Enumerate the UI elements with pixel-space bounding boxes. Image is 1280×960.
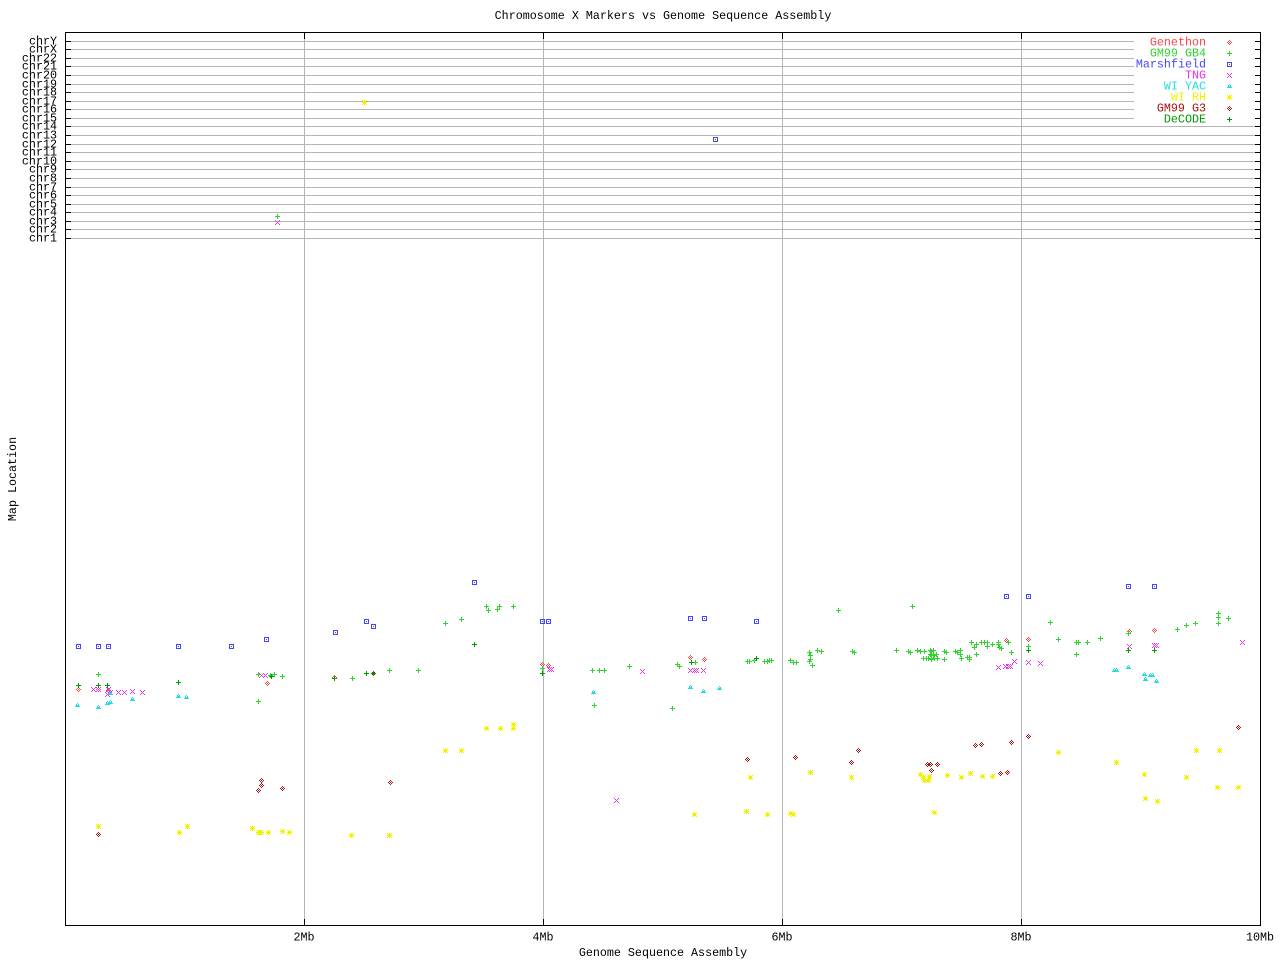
svg-text:chr16: chr16 bbox=[22, 103, 57, 117]
svg-text:Chromosome X Markers vs Genome: Chromosome X Markers vs Genome Sequence … bbox=[495, 9, 832, 23]
svg-text:chr6: chr6 bbox=[29, 189, 57, 203]
svg-text:DeCODE: DeCODE bbox=[1164, 113, 1206, 127]
svg-text:chr14: chr14 bbox=[22, 120, 57, 134]
svg-text:chr18: chr18 bbox=[22, 86, 57, 100]
svg-text:chr2: chr2 bbox=[29, 223, 57, 237]
svg-text:chrX: chrX bbox=[29, 43, 57, 57]
svg-text:WI RH: WI RH bbox=[1171, 91, 1206, 105]
svg-text:chr7: chr7 bbox=[29, 181, 57, 195]
svg-text:Genome Sequence Assembly: Genome Sequence Assembly bbox=[579, 946, 747, 960]
svg-text:chr8: chr8 bbox=[29, 172, 57, 186]
svg-text:10Mb: 10Mb bbox=[1246, 931, 1274, 945]
svg-text:chr21: chr21 bbox=[22, 60, 57, 74]
svg-text:6Mb: 6Mb bbox=[771, 931, 792, 945]
svg-text:chr10: chr10 bbox=[22, 155, 57, 169]
svg-text:Map Location: Map Location bbox=[6, 437, 20, 521]
svg-text:GM99 GB4: GM99 GB4 bbox=[1150, 47, 1206, 61]
svg-text:chr20: chr20 bbox=[22, 69, 57, 83]
svg-text:chr13: chr13 bbox=[22, 129, 57, 143]
svg-text:chr1: chr1 bbox=[29, 232, 57, 246]
svg-text:8Mb: 8Mb bbox=[1010, 931, 1031, 945]
svg-text:chr5: chr5 bbox=[29, 198, 57, 212]
svg-text:chr11: chr11 bbox=[22, 146, 57, 160]
svg-text:WI YAC: WI YAC bbox=[1164, 80, 1206, 94]
svg-text:chrY: chrY bbox=[29, 35, 57, 49]
svg-text:Marshfield: Marshfield bbox=[1136, 58, 1206, 72]
svg-text:chr15: chr15 bbox=[22, 112, 57, 126]
svg-text:chr3: chr3 bbox=[29, 215, 57, 229]
svg-text:GM99 G3: GM99 G3 bbox=[1157, 102, 1206, 116]
svg-text:chr19: chr19 bbox=[22, 78, 57, 92]
svg-text:chr9: chr9 bbox=[29, 163, 57, 177]
svg-text:chr4: chr4 bbox=[29, 206, 57, 220]
svg-text:2Mb: 2Mb bbox=[293, 931, 314, 945]
svg-text:4Mb: 4Mb bbox=[532, 931, 553, 945]
svg-text:chr22: chr22 bbox=[22, 52, 57, 66]
svg-text:chr12: chr12 bbox=[22, 138, 57, 152]
svg-text:TNG: TNG bbox=[1185, 69, 1206, 83]
svg-text:chr17: chr17 bbox=[22, 95, 57, 109]
svg-text:Genethon: Genethon bbox=[1150, 36, 1206, 50]
